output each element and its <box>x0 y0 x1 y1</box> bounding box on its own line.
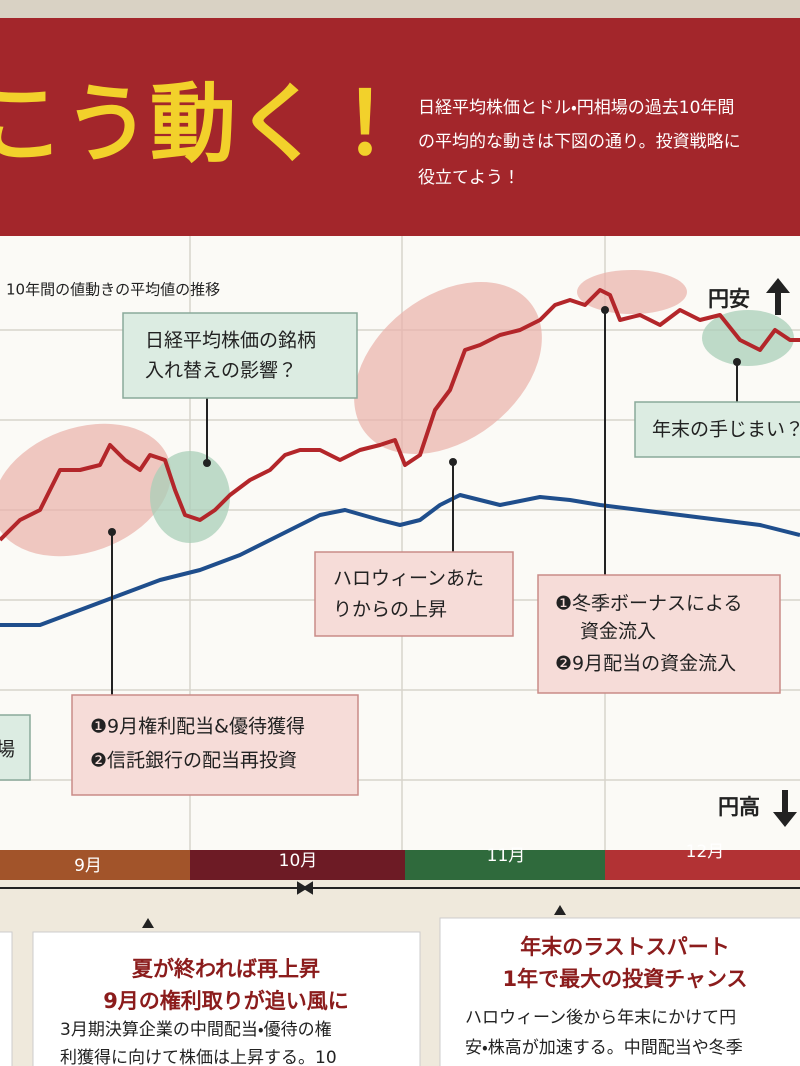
yen-strong: 円高 <box>718 795 760 819</box>
article-headline: 夏が終われば再上昇 <box>132 957 320 981</box>
callout-text: 年末の手じまい？ <box>652 419 800 441</box>
highlights <box>0 270 794 557</box>
arrow-up <box>766 278 790 315</box>
callout-text: ❷9月配当の資金流入 <box>555 653 736 675</box>
header-text: 役立てよう！ <box>418 168 520 188</box>
callout <box>122 312 358 399</box>
article-box <box>439 917 800 1066</box>
article-body: 利獲得に向けて株価は上昇する。10 <box>60 1048 337 1066</box>
article-headline: 1年で最大の投資チャンス <box>503 967 748 991</box>
month-band <box>0 850 190 880</box>
callout-text: ハロウィーンあた <box>333 568 484 590</box>
callout-text: 場 <box>0 739 15 761</box>
article-headline: 9月の権利取りが追い風に <box>103 989 349 1013</box>
callout <box>0 714 31 781</box>
yen-weak: 円安 <box>708 287 750 311</box>
callout <box>537 574 781 694</box>
callout <box>314 551 514 637</box>
arrow-down <box>773 790 797 827</box>
article-box <box>0 931 13 1066</box>
callout <box>71 694 359 796</box>
nikkei-line <box>0 288 800 542</box>
chart-caption: 10年間の値動きの平均値の推移 <box>6 281 220 299</box>
callout-text: りからの上昇 <box>333 599 447 621</box>
article-body: 3月期決算企業の中間配当・優待の権 <box>60 1020 332 1040</box>
callout-text: ❷信託銀行の配当再投資 <box>90 750 297 772</box>
header-band <box>0 18 800 236</box>
month-band <box>405 850 605 880</box>
callout-text: 入れ替えの影響？ <box>145 360 297 382</box>
month-band <box>605 850 800 880</box>
header-text: の平均的な動きは下図の通り。投資戦略に <box>418 132 741 152</box>
callout-text: ❶9月権利配当&優待獲得 <box>90 716 305 738</box>
article-headline: 年末のラストスパート <box>520 935 730 959</box>
period-arrow <box>0 881 800 928</box>
page-edge <box>0 0 800 22</box>
month-label: 11月 <box>487 846 526 866</box>
article-body: ハロウィーン後から年末にかけて円 <box>465 1008 736 1028</box>
header-text: 日経平均株価とドル・円相場の過去10年間 <box>418 98 734 118</box>
month-band <box>190 850 405 880</box>
article-body: 安・株高が加速する。中間配当や冬季 <box>465 1038 743 1058</box>
callout-text: 資金流入 <box>580 621 656 643</box>
article-box <box>32 931 421 1066</box>
callout-text: ❶冬季ボーナスによる <box>555 593 742 615</box>
leaders <box>108 306 741 695</box>
callout-text: 日経平均株価の銘柄 <box>145 330 316 352</box>
month-label: 9月 <box>74 856 102 876</box>
month-label: 10月 <box>279 851 318 871</box>
month-label: 12月 <box>686 842 725 862</box>
usdjpy-line <box>0 493 800 627</box>
callout <box>634 401 800 458</box>
header-title: こう動く！ <box>0 74 408 174</box>
